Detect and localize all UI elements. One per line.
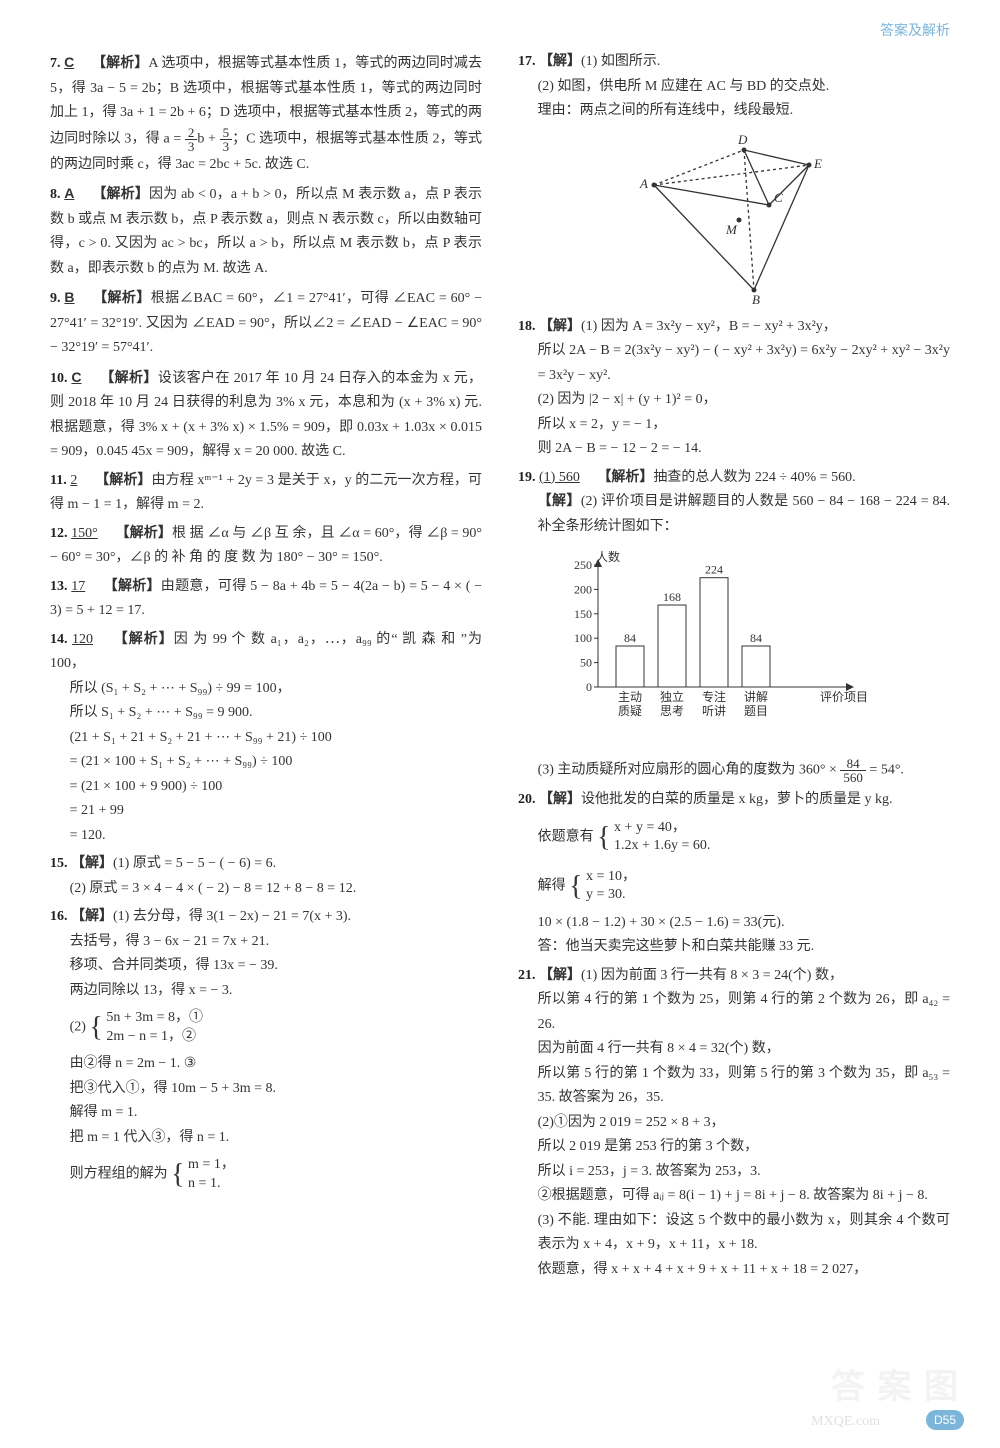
- q-number: 9.: [50, 291, 61, 306]
- answer-letter: B: [64, 289, 74, 305]
- answer-letter: C: [64, 54, 74, 70]
- solution-tag: 【解】: [71, 856, 113, 871]
- q14: 14. 120 【解析】因 为 99 个 数 a₁，a₂，⋯，a₉₉ 的“ 凯 …: [50, 628, 482, 849]
- q15: 15. 【解】(1) 原式 = 5 − 5 − ( − 6) = 6. (2) …: [50, 852, 482, 901]
- svg-text:C: C: [774, 190, 783, 205]
- answer-letter: C: [71, 369, 81, 385]
- section-title: 答案及解析: [880, 20, 950, 40]
- q13: 13. 17 【解析】由题意，可得 5 − 8a + 4b = 5 − 4(2a…: [50, 575, 482, 624]
- q-number: 11.: [50, 473, 67, 488]
- svg-text:0: 0: [586, 680, 592, 694]
- q20: 20. 【解】设他批发的白菜的质量是 x kg，萝卜的质量是 y kg. 依题意…: [518, 788, 950, 960]
- q-number: 13.: [50, 579, 68, 594]
- q-number: 17.: [518, 54, 536, 69]
- q-number: 16.: [50, 909, 68, 924]
- svg-text:168: 168: [663, 590, 681, 604]
- system-solution: 则方程组的解为 { m = 1， n = 1.: [70, 1150, 482, 1199]
- analysis-tag: 【解析】: [92, 187, 149, 202]
- svg-text:M: M: [725, 222, 738, 237]
- analysis-tag: 【解析】: [114, 632, 174, 647]
- svg-text:250: 250: [574, 558, 592, 572]
- answer-value: 120: [72, 632, 93, 647]
- svg-text:84: 84: [624, 631, 636, 645]
- right-column: 17. 【解】(1) 如图所示. (2) 如图，供电所 M 应建在 AC 与 B…: [500, 50, 960, 1388]
- q7: 7. C 【解析】A 选项中，根据等式基本性质 1，等式的两边同时减去 5，得 …: [50, 50, 482, 177]
- svg-text:评价项目: 评价项目: [820, 690, 868, 704]
- watermark-icon: 答 案 图: [831, 1359, 960, 1408]
- q-number: 10.: [50, 371, 68, 386]
- q-number: 20.: [518, 792, 536, 807]
- q9: 9. B 【解析】根据∠BAC = 60°，∠1 = 27°41′，可得 ∠EA…: [50, 285, 482, 361]
- analysis-tag: 【解析】: [597, 470, 653, 485]
- svg-text:思考: 思考: [660, 704, 684, 718]
- q16: 16. 【解】(1) 去分母，得 3(1 − 2x) − 21 = 7(x + …: [50, 905, 482, 1199]
- q19: 19. (1) 560 【解析】抽查的总人数为 224 ÷ 40% = 560.…: [518, 466, 950, 785]
- solution-tag: 【解】: [539, 319, 581, 334]
- answer-value: 17: [71, 579, 85, 594]
- q-number: 21.: [518, 968, 536, 983]
- q8: 8. A 【解析】因为 ab < 0，a + b > 0，所以点 M 表示数 a…: [50, 181, 482, 281]
- solution-tag: 【解】: [539, 968, 581, 983]
- svg-text:224: 224: [705, 563, 723, 577]
- q-number: 19.: [518, 470, 536, 485]
- bar-chart: 人数 0 50 100 150 200 250 84 主动质疑 168 独立思考 224 专注听讲 84 讲…: [558, 547, 950, 747]
- analysis-tag: 【解析】: [104, 579, 161, 594]
- svg-text:100: 100: [574, 631, 592, 645]
- answer-value: (1) 560: [539, 470, 580, 485]
- solution-tag: 【解】: [71, 909, 113, 924]
- q10: 10. C 【解析】设该客户在 2017 年 10 月 24 日存入的本金为 x…: [50, 365, 482, 465]
- linear-system: (2) { 5n + 3m = 8，① 2m − n = 1，②: [70, 1003, 482, 1052]
- svg-text:B: B: [752, 292, 760, 305]
- analysis-tag: 【解析】: [95, 473, 151, 488]
- svg-text:质疑: 质疑: [618, 703, 642, 718]
- svg-text:E: E: [813, 156, 822, 171]
- svg-text:讲解: 讲解: [744, 689, 768, 704]
- svg-text:A: A: [639, 176, 648, 191]
- svg-text:题目: 题目: [744, 704, 768, 718]
- solution-tag: 【解】: [538, 494, 581, 509]
- q18: 18. 【解】(1) 因为 A = 3x²y − xy²，B = − xy² +…: [518, 315, 950, 462]
- solution-tag: 【解】: [539, 792, 581, 807]
- svg-text:200: 200: [574, 582, 592, 596]
- q-number: 7.: [50, 56, 61, 71]
- q-number: 15.: [50, 856, 68, 871]
- svg-text:主动: 主动: [618, 690, 642, 704]
- q-number: 18.: [518, 319, 536, 334]
- page-number: D55: [926, 1410, 964, 1430]
- svg-text:独立: 独立: [660, 689, 684, 704]
- svg-text:84: 84: [750, 631, 762, 645]
- svg-text:听讲: 听讲: [702, 703, 726, 718]
- analysis-tag: 【解析】: [92, 56, 148, 71]
- answer-value: 2: [70, 473, 77, 488]
- geometry-diagram: A B C D E M: [634, 130, 834, 305]
- solution-tag: 【解】: [539, 54, 581, 69]
- system-solution: 解得 { x = 10， y = 30.: [538, 862, 950, 911]
- svg-text:人数: 人数: [596, 549, 620, 564]
- q17: 17. 【解】(1) 如图所示. (2) 如图，供电所 M 应建在 AC 与 B…: [518, 50, 950, 305]
- answer-value: 150°: [71, 526, 98, 541]
- svg-text:D: D: [737, 132, 748, 147]
- q21: 21. 【解】(1) 因为前面 3 行一共有 8 × 3 = 24(个) 数， …: [518, 964, 950, 1283]
- q-number: 8.: [50, 187, 61, 202]
- answer-letter: A: [64, 185, 74, 201]
- analysis-tag: 【解析】: [100, 371, 158, 386]
- q11: 11. 2 【解析】由方程 xᵐ⁻¹ + 2y = 3 是关于 x，y 的二元一…: [50, 469, 482, 518]
- analysis-tag: 【解析】: [93, 291, 151, 306]
- left-column: 7. C 【解析】A 选项中，根据等式基本性质 1，等式的两边同时减去 5，得 …: [40, 50, 500, 1388]
- svg-text:50: 50: [580, 656, 592, 670]
- svg-text:专注: 专注: [702, 689, 726, 704]
- q-number: 14.: [50, 632, 68, 647]
- q-number: 12.: [50, 526, 68, 541]
- linear-system: 依题意有 { x + y = 40， 1.2x + 1.6y = 60.: [538, 813, 950, 862]
- svg-text:150: 150: [574, 607, 592, 621]
- site-watermark: MXQE.com: [811, 1414, 880, 1430]
- q12: 12. 150° 【解析】根 据 ∠α 与 ∠β 互 余，且 ∠α = 60°，…: [50, 522, 482, 571]
- analysis-tag: 【解析】: [116, 526, 172, 541]
